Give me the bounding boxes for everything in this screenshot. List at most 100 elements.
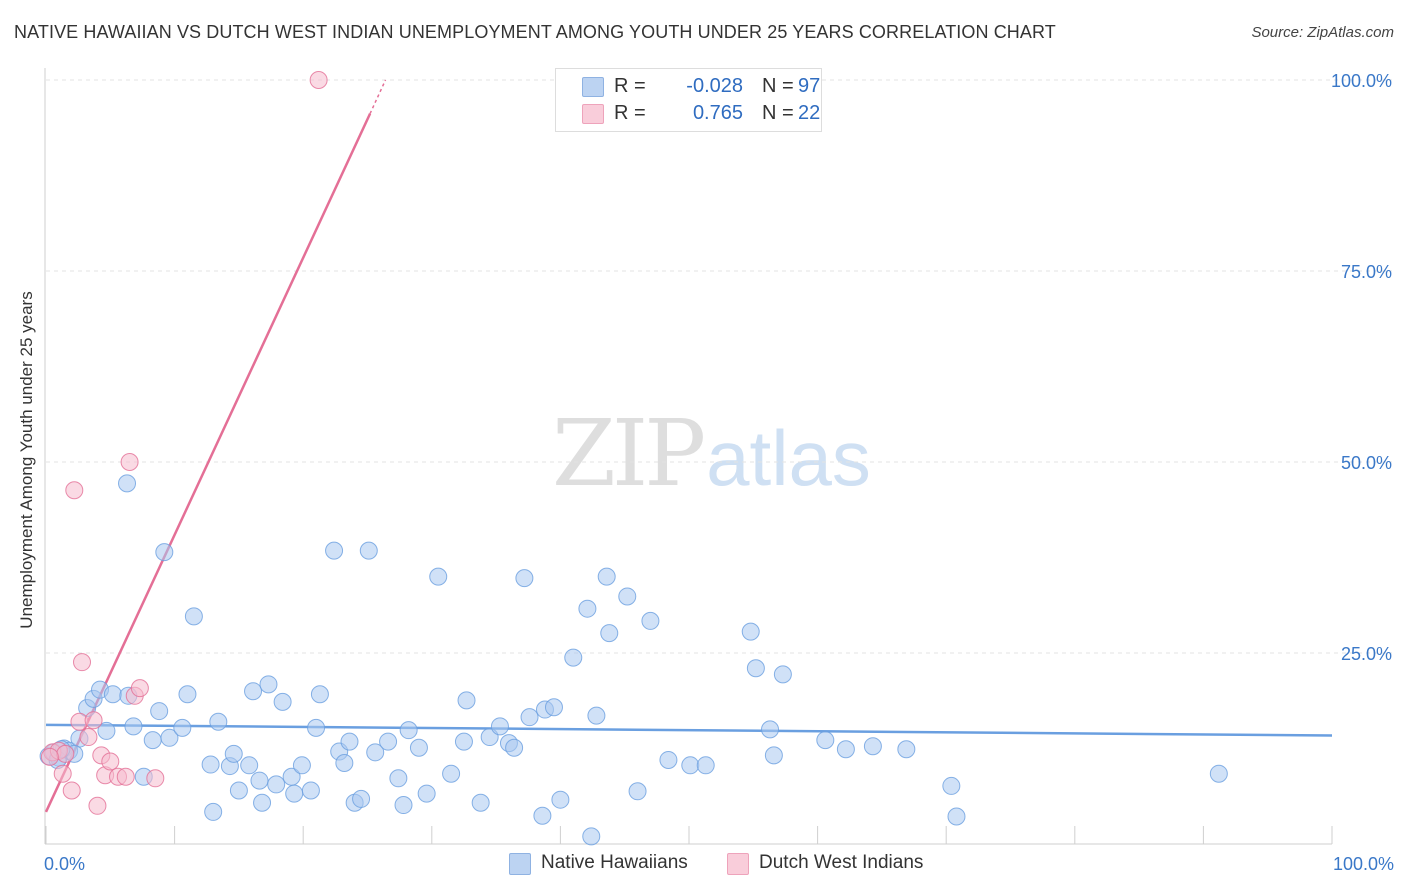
native-hawaiian-point [947,807,966,826]
native-hawaiian-point [564,648,583,667]
native-hawaiian-point [628,782,647,801]
native-hawaiian-point [285,784,304,803]
legend-r-label: R = [614,75,646,97]
native-hawaiian-point [816,731,835,750]
gridlines [46,79,1392,654]
native-hawaiian-point [229,781,248,800]
native-hawaiian-point [204,802,223,821]
native-hawaiian-point [292,756,311,775]
dutch-west-indian-point [130,679,149,698]
y-axis-label: Unemployment Among Youth under 25 years [17,291,36,629]
dutch-west-indian-point [101,752,120,771]
dutch-west-indian-point [40,747,59,766]
dutch-west-indian-point [116,767,135,786]
legend-swatch-pink [582,104,604,124]
axes [44,68,1333,845]
dutch-west-indian-point [88,796,107,815]
native-hawaiian-point [773,665,792,684]
native-hawaiian-point [457,691,476,710]
native-hawaiian-point [240,756,259,775]
native-hawaiian-point [273,692,292,711]
y-tick-label: 75.0% [1341,262,1392,282]
native-hawaiian-point [250,771,269,790]
native-hawaiian-point [359,541,378,560]
native-hawaiian-point [429,567,448,586]
native-hawaiian-point [301,781,320,800]
native-hawaiian-point [352,789,371,808]
native-hawaiian-point [741,622,760,641]
native-hawaiian-point [103,685,122,704]
dutch-west-indian-point [309,71,328,89]
native-hawaiian-point [399,721,418,740]
native-hawaiian-point [409,738,428,757]
native-hawaiian-trend-line [45,723,1333,737]
native-hawaiian-point [600,624,619,643]
native-hawaiian-point [897,740,916,759]
bottom-legend-swatch-blue [509,853,531,875]
dutch-west-indian-point [146,769,165,788]
y-tick-label: 100.0% [1331,71,1392,91]
y-tick-label: 50.0% [1341,453,1392,473]
native-hawaiian-point [366,743,385,762]
native-hawaiian-point [471,793,490,812]
native-hawaiian-point [389,769,408,788]
native-hawaiian-point [836,740,855,759]
dutch-west-indian-trend-line-extension [369,79,387,114]
native-hawaiian-point [533,806,552,825]
native-hawaiian-point [310,685,329,704]
dutch-west-indian-point [62,781,81,800]
native-hawaiian-point [259,675,278,694]
native-hawaiian-point [597,567,616,586]
dutch-west-indian-point [53,764,72,783]
native-hawaiian-point [442,764,461,783]
legend-n-label: N = [762,102,794,124]
x-tick-label-end: 100.0% [1333,854,1394,874]
correlation-legend: R = -0.028 N = 97 R = 0.765 N = 22 [555,68,822,132]
native-hawaiian-point [325,541,344,560]
native-hawaiian-point [587,706,606,725]
native-hawaiian-point [253,793,272,812]
native-hawaiian-point [761,720,780,739]
native-hawaiian-point [160,728,179,747]
native-hawaiian-point [764,746,783,765]
native-hawaiian-point [201,755,220,774]
native-hawaiian-point [155,543,174,562]
native-hawaiian-point [178,685,197,704]
native-hawaiian-point [696,756,715,775]
legend-n-value: 97 [798,75,821,97]
native-hawaiian-point [124,717,143,736]
native-hawaiian-point [578,599,597,618]
native-hawaiian-point [379,732,398,751]
native-hawaiian-point [454,732,473,751]
native-hawaiian-point [267,775,286,794]
native-hawaiian-point [618,587,637,606]
bottom-legend-label: Dutch West Indians [759,852,924,873]
native-hawaiian-point [641,611,660,630]
native-hawaiian-point [184,607,203,626]
tick-labels: 25.0% 50.0% 75.0% 100.0% 0.0% 100.0% [44,71,1394,874]
native-hawaiian-point [551,790,570,809]
legend-n-label: N = [762,75,794,97]
source-credit: Source: ZipAtlas.com [1251,24,1394,41]
y-axis-label-wrap: Unemployment Among Youth under 25 years [12,260,42,660]
native-hawaiian-point [520,708,539,727]
native-hawaiian-point [143,731,162,750]
y-tick-label: 25.0% [1341,644,1392,664]
native-hawaiian-point [209,712,228,731]
bottom-legend-label: Native Hawaiians [541,852,688,873]
legend-swatch-blue [582,77,604,97]
native-hawaiian-point [173,718,192,737]
legend-r-value: -0.028 [686,75,743,97]
native-hawaiian-point [335,754,354,773]
native-hawaiian-point [244,682,263,701]
dutch-west-indian-point [56,744,75,763]
native-hawaiian-point [505,738,524,757]
dutch-west-indian-point [79,728,98,747]
native-hawaiian-point [224,744,243,763]
native-hawaiian-point [307,718,326,737]
dutch-west-indian-point [73,653,92,672]
native-hawaiian-point [681,756,700,775]
native-hawaiian-point [97,721,116,740]
native-hawaiian-point [394,796,413,815]
